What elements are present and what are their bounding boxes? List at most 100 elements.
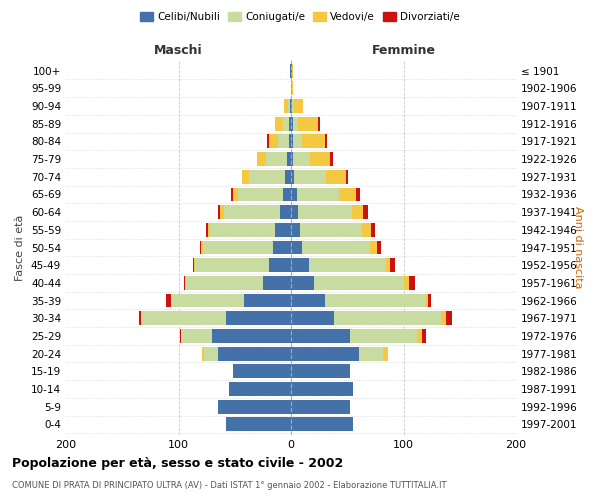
Bar	[446, 312, 452, 325]
Bar	[309, 258, 386, 272]
Bar	[291, 276, 314, 290]
Bar	[238, 188, 283, 202]
Bar	[331, 152, 332, 166]
Bar	[193, 258, 194, 272]
Bar	[291, 134, 293, 148]
Bar	[291, 99, 292, 113]
Bar	[250, 170, 286, 183]
Legend: Celibi/Nubili, Coniugati/e, Vedovi/e, Divorziati/e: Celibi/Nubili, Coniugati/e, Vedovi/e, Di…	[136, 8, 464, 26]
Bar	[390, 258, 395, 272]
Bar	[291, 223, 300, 236]
Bar	[268, 134, 269, 148]
Bar	[289, 134, 291, 148]
Bar	[409, 276, 415, 290]
Bar	[291, 329, 349, 343]
Bar	[293, 117, 298, 130]
Bar	[218, 400, 291, 413]
Bar	[202, 346, 205, 360]
Bar	[220, 205, 223, 219]
Bar	[325, 294, 426, 308]
Bar	[229, 382, 291, 396]
Bar	[291, 258, 309, 272]
Bar	[287, 99, 290, 113]
Text: Maschi: Maschi	[154, 44, 203, 58]
Bar	[194, 258, 196, 272]
Bar	[370, 240, 377, 254]
Bar	[302, 240, 370, 254]
Bar	[291, 240, 302, 254]
Bar	[296, 188, 340, 202]
Y-axis label: Fasce di età: Fasce di età	[16, 214, 25, 280]
Bar	[139, 312, 142, 325]
Bar	[293, 134, 302, 148]
Text: COMUNE DI PRATA DI PRINCIPATO ULTRA (AV) - Dati ISTAT 1° gennaio 2002 - Elaboraz: COMUNE DI PRATA DI PRINCIPATO ULTRA (AV)…	[12, 481, 446, 490]
Bar	[273, 240, 291, 254]
Bar	[208, 223, 210, 236]
Bar	[205, 346, 218, 360]
Bar	[417, 329, 421, 343]
Bar	[185, 276, 187, 290]
Bar	[179, 329, 181, 343]
Bar	[286, 170, 291, 183]
Bar	[291, 82, 293, 95]
Bar	[356, 188, 359, 202]
Bar	[226, 312, 291, 325]
Bar	[181, 329, 212, 343]
Bar	[428, 294, 431, 308]
Bar	[340, 188, 356, 202]
Bar	[318, 117, 320, 130]
Bar	[291, 152, 293, 166]
Bar	[383, 346, 388, 360]
Bar	[275, 223, 291, 236]
Bar	[295, 99, 304, 113]
Bar	[201, 240, 203, 254]
Text: Femmine: Femmine	[371, 44, 436, 58]
Bar	[212, 329, 291, 343]
Bar	[291, 346, 359, 360]
Bar	[257, 152, 266, 166]
Bar	[404, 276, 409, 290]
Bar	[334, 312, 440, 325]
Bar	[377, 240, 381, 254]
Bar	[166, 294, 170, 308]
Bar	[440, 312, 446, 325]
Bar	[218, 346, 291, 360]
Bar	[349, 329, 417, 343]
Bar	[352, 205, 363, 219]
Bar	[292, 99, 295, 113]
Bar	[326, 170, 346, 183]
Bar	[142, 312, 226, 325]
Bar	[203, 240, 273, 254]
Bar	[362, 223, 371, 236]
Bar	[184, 276, 185, 290]
Bar	[291, 382, 353, 396]
Bar	[291, 117, 293, 130]
Bar	[196, 258, 269, 272]
Bar	[359, 346, 383, 360]
Bar	[291, 64, 292, 78]
Bar	[283, 188, 291, 202]
Bar	[426, 294, 428, 308]
Bar	[290, 64, 291, 78]
Bar	[291, 205, 298, 219]
Bar	[386, 258, 390, 272]
Bar	[244, 294, 291, 308]
Bar	[363, 205, 367, 219]
Bar	[346, 170, 349, 183]
Bar	[218, 205, 220, 219]
Bar	[275, 117, 283, 130]
Bar	[187, 276, 263, 290]
Bar	[289, 117, 291, 130]
Bar	[287, 152, 291, 166]
Bar	[421, 329, 426, 343]
Bar	[325, 134, 327, 148]
Text: Popolazione per età, sesso e stato civile - 2002: Popolazione per età, sesso e stato civil…	[12, 458, 343, 470]
Bar	[283, 117, 289, 130]
Bar	[293, 152, 310, 166]
Bar	[314, 276, 404, 290]
Bar	[295, 170, 326, 183]
Bar	[290, 99, 291, 113]
Bar	[298, 117, 318, 130]
Bar	[200, 240, 201, 254]
Bar	[298, 205, 352, 219]
